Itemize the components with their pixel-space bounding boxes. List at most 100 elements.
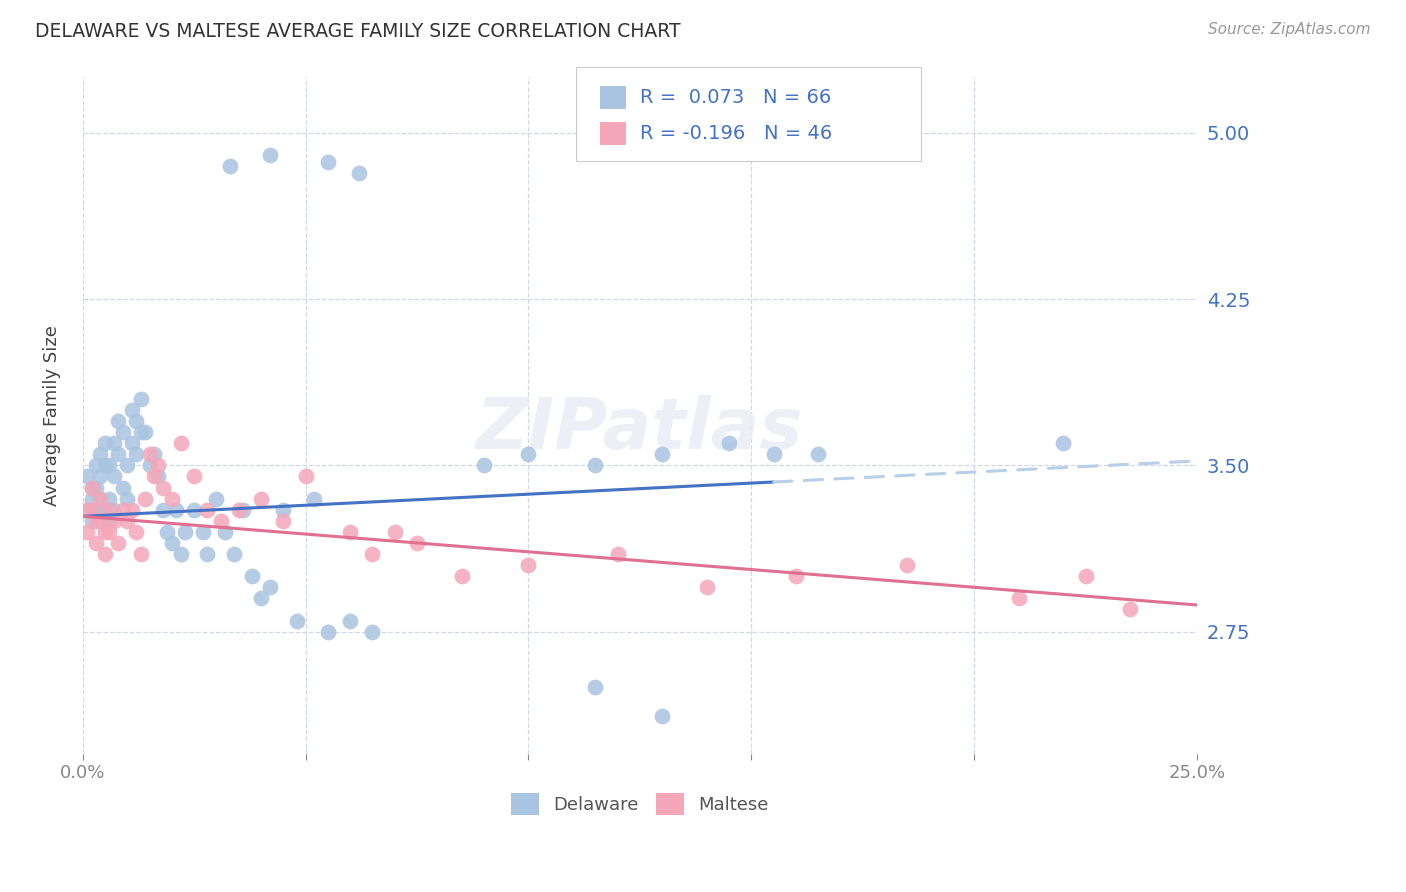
Point (143, 447, 166, 461)
Point (250, 591, 273, 606)
Point (134, 425, 156, 439)
Point (606, 547, 628, 561)
Point (103, 502, 125, 516)
Point (84, 536, 107, 550)
Point (517, 558, 540, 573)
Point (785, 569, 807, 583)
Point (160, 536, 183, 550)
Point (98, 458, 121, 473)
Point (103, 469, 125, 483)
Point (138, 458, 160, 473)
Point (517, 447, 540, 461)
Point (316, 624, 339, 639)
Point (125, 414, 148, 428)
Point (224, 547, 246, 561)
Point (316, 154, 339, 169)
Point (696, 580, 718, 594)
Point (94, 436, 117, 450)
Point (98, 502, 121, 516)
Point (232, 502, 254, 516)
Text: R = -0.196   N = 46: R = -0.196 N = 46 (640, 124, 832, 144)
Text: Source: ZipAtlas.com: Source: ZipAtlas.com (1208, 22, 1371, 37)
Legend: Delaware, Maltese: Delaware, Maltese (505, 786, 776, 822)
Point (347, 166, 370, 180)
Point (896, 558, 918, 573)
Point (129, 392, 152, 406)
Point (148, 458, 170, 473)
Point (94, 458, 117, 473)
Point (240, 569, 263, 583)
Point (583, 680, 606, 694)
Point (762, 447, 785, 461)
Point (80, 481, 103, 495)
Point (651, 709, 673, 723)
Point (125, 524, 148, 539)
Point (170, 436, 193, 450)
Point (152, 481, 174, 495)
Point (103, 436, 125, 450)
Point (121, 502, 143, 516)
Point (259, 580, 281, 594)
Point (84, 502, 107, 516)
Point (89, 447, 111, 461)
Point (84, 514, 107, 528)
Point (384, 524, 406, 539)
Point (583, 458, 606, 473)
Point (80, 481, 103, 495)
Point (651, 447, 673, 461)
Point (138, 447, 160, 461)
Point (125, 447, 148, 461)
Point (197, 502, 219, 516)
Point (80, 491, 103, 506)
Point (94, 547, 117, 561)
Point (89, 491, 111, 506)
Point (285, 614, 308, 628)
Point (111, 481, 134, 495)
Point (115, 491, 138, 506)
Point (143, 469, 166, 483)
Point (271, 514, 294, 528)
Point (228, 502, 250, 516)
Point (84, 458, 107, 473)
Point (472, 458, 495, 473)
Point (107, 536, 129, 550)
Point (191, 524, 214, 539)
Point (304, 491, 326, 506)
Point (205, 491, 228, 506)
Point (197, 547, 219, 561)
Point (1074, 569, 1097, 583)
Point (807, 447, 830, 461)
Point (148, 469, 170, 483)
Text: DELAWARE VS MALTESE AVERAGE FAMILY SIZE CORRELATION CHART: DELAWARE VS MALTESE AVERAGE FAMILY SIZE … (35, 22, 681, 41)
Point (115, 514, 138, 528)
Point (156, 524, 179, 539)
Point (170, 547, 193, 561)
Point (361, 547, 384, 561)
Point (250, 491, 273, 506)
Point (174, 524, 197, 539)
Point (183, 502, 205, 516)
Point (80, 502, 103, 516)
Point (107, 447, 129, 461)
Point (76, 524, 98, 539)
Point (218, 159, 240, 173)
Point (115, 458, 138, 473)
Text: ZIPatlas: ZIPatlas (477, 394, 804, 464)
Point (94, 524, 117, 539)
Point (406, 536, 429, 550)
Point (339, 614, 361, 628)
Point (103, 514, 125, 528)
Point (121, 403, 143, 417)
Point (1008, 591, 1031, 606)
Point (129, 425, 152, 439)
Point (84, 481, 107, 495)
Point (134, 491, 156, 506)
Point (259, 148, 281, 162)
Point (121, 436, 143, 450)
Point (98, 514, 121, 528)
Point (89, 514, 111, 528)
Point (76, 502, 98, 516)
Point (1119, 602, 1142, 616)
Point (80, 514, 103, 528)
Point (129, 547, 152, 561)
